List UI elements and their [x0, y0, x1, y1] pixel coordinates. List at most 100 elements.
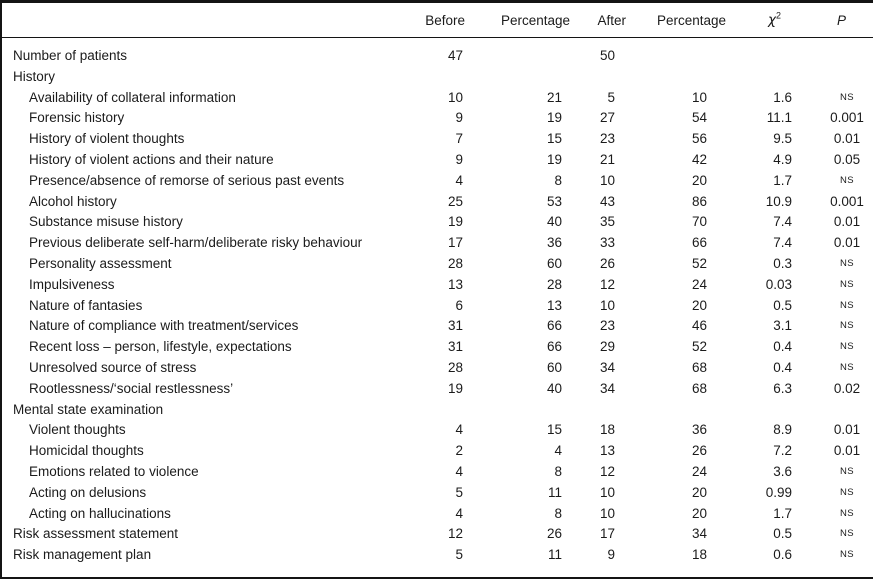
cell-p-value: 0.02	[833, 380, 861, 396]
cell-p-value: 0.01	[833, 443, 861, 459]
cell-p-value: NS	[840, 361, 854, 373]
table-row: Impulsiveness 13 28 12 24 0.03 NS	[2, 275, 873, 296]
cell-percentage-before: 60	[546, 255, 562, 271]
table-row: Forensic history 9 19 27 54 11.1 0.001	[2, 108, 873, 129]
cell-chi-square: 4.9	[773, 151, 792, 167]
cell-percentage-after: 24	[691, 276, 707, 292]
cell-p-value	[793, 67, 873, 88]
cell-chi-square: 0.4	[773, 359, 792, 375]
row-label: Acting on delusions	[29, 484, 147, 500]
cell-chi-square: 3.1	[773, 318, 792, 334]
cell-percentage-after	[626, 400, 726, 421]
chi-symbol: χ	[767, 12, 776, 28]
cell-percentage-after: 42	[691, 151, 707, 167]
table-row: Nature of compliance with treatment/serv…	[2, 316, 873, 337]
cell-chi-square: 0.5	[773, 297, 792, 313]
cell-before: 28	[447, 359, 463, 375]
cell-after: 17	[599, 526, 615, 542]
row-label: Rootlessness/‘social restlessness’	[29, 380, 234, 396]
cell-percentage-after	[626, 46, 726, 67]
cell-percentage-before	[465, 400, 570, 421]
table-row: Recent loss – person, lifestyle, expecta…	[2, 337, 873, 358]
cell-percentage-before: 60	[546, 359, 562, 375]
cell-chi-square: 1.7	[773, 505, 792, 521]
cell-percentage-before	[465, 46, 570, 67]
cell-after: 23	[599, 318, 615, 334]
cell-before: 7	[455, 131, 463, 147]
cell-before	[390, 400, 465, 421]
cell-after: 10	[599, 505, 615, 521]
cell-p-value	[793, 46, 873, 67]
table-row: History of violent actions and their nat…	[2, 150, 873, 171]
cell-before: 9	[455, 151, 463, 167]
cell-chi-square: 1.7	[773, 172, 792, 188]
table-row: Emotions related to violence 4 8 12 24 3…	[2, 462, 873, 483]
cell-p-value: 0.01	[833, 235, 861, 251]
table-row: Risk management plan 5 11 9 18 0.6 NS	[2, 545, 873, 566]
cell-chi-square	[726, 46, 793, 67]
row-label: Emotions related to violence	[29, 463, 199, 479]
cell-chi-square: 6.3	[773, 380, 792, 396]
cell-after	[570, 400, 626, 421]
table-row: Substance misuse history 19 40 35 70 7.4…	[2, 212, 873, 233]
cell-percentage-after: 66	[691, 235, 707, 251]
table-header-row: Before Percentage After Percentage χ2 P	[2, 3, 873, 38]
cell-percentage-after: 20	[691, 297, 707, 313]
cell-percentage-before: 66	[546, 339, 562, 355]
cell-percentage-after: 46	[691, 318, 707, 334]
cell-percentage-before: 40	[546, 214, 562, 230]
chi-superscript: 2	[775, 10, 781, 21]
cell-percentage-after: 86	[691, 193, 707, 209]
cell-after: 35	[599, 214, 615, 230]
cell-chi-square: 7.2	[773, 443, 792, 459]
cell-chi-square: 7.4	[773, 214, 792, 230]
table-row: Personality assessment 28 60 26 52 0.3 N…	[2, 254, 873, 275]
cell-after: 27	[599, 110, 615, 126]
cell-chi-square: 0.5	[773, 526, 792, 542]
cell-percentage-after: 36	[691, 422, 707, 438]
cell-after: 18	[599, 422, 615, 438]
cell-before: 4	[455, 172, 463, 188]
cell-before	[390, 67, 465, 88]
cell-after: 50	[599, 48, 615, 63]
cell-after: 23	[599, 131, 615, 147]
cell-percentage-after: 52	[691, 255, 707, 271]
table-row: History	[2, 67, 873, 88]
cell-percentage-before: 11	[547, 547, 562, 563]
cell-after: 9	[607, 547, 615, 563]
row-label: Nature of compliance with treatment/serv…	[29, 318, 299, 334]
column-header-after: After	[597, 12, 626, 28]
cell-percentage-before: 8	[554, 463, 562, 479]
cell-percentage-after: 68	[691, 359, 707, 375]
cell-after: 26	[599, 255, 615, 271]
row-label: Personality assessment	[29, 255, 172, 271]
cell-after: 10	[599, 484, 615, 500]
row-label: Mental state examination	[13, 401, 164, 417]
column-header-percentage-after: Percentage	[656, 12, 726, 28]
cell-after: 43	[599, 193, 615, 209]
row-label: Availability of collateral information	[29, 89, 236, 105]
row-label: Alcohol history	[29, 193, 117, 209]
cell-percentage-after: 68	[691, 380, 707, 396]
cell-before: 17	[447, 235, 463, 251]
cell-p-value: 0.001	[830, 110, 864, 126]
cell-chi-square	[726, 400, 793, 421]
cell-before: 4	[455, 463, 463, 479]
cell-p-value: NS	[840, 174, 854, 186]
table-row: Number of patients 47 50	[2, 46, 873, 67]
row-label: History of violent thoughts	[29, 131, 185, 147]
cell-percentage-before	[465, 67, 570, 88]
cell-percentage-before: 4	[554, 443, 562, 459]
row-label: Forensic history	[29, 110, 125, 126]
row-label: History	[13, 68, 56, 84]
cell-before: 13	[447, 276, 463, 292]
table-row: Presence/absence of remorse of serious p…	[2, 171, 873, 192]
cell-percentage-after: 24	[691, 463, 707, 479]
cell-percentage-before: 8	[554, 505, 562, 521]
cell-percentage-after: 20	[691, 484, 707, 500]
cell-chi-square: 0.99	[765, 484, 792, 500]
cell-p-value: NS	[840, 299, 854, 311]
row-label: Risk assessment statement	[13, 526, 179, 542]
cell-chi-square: 7.4	[773, 235, 792, 251]
